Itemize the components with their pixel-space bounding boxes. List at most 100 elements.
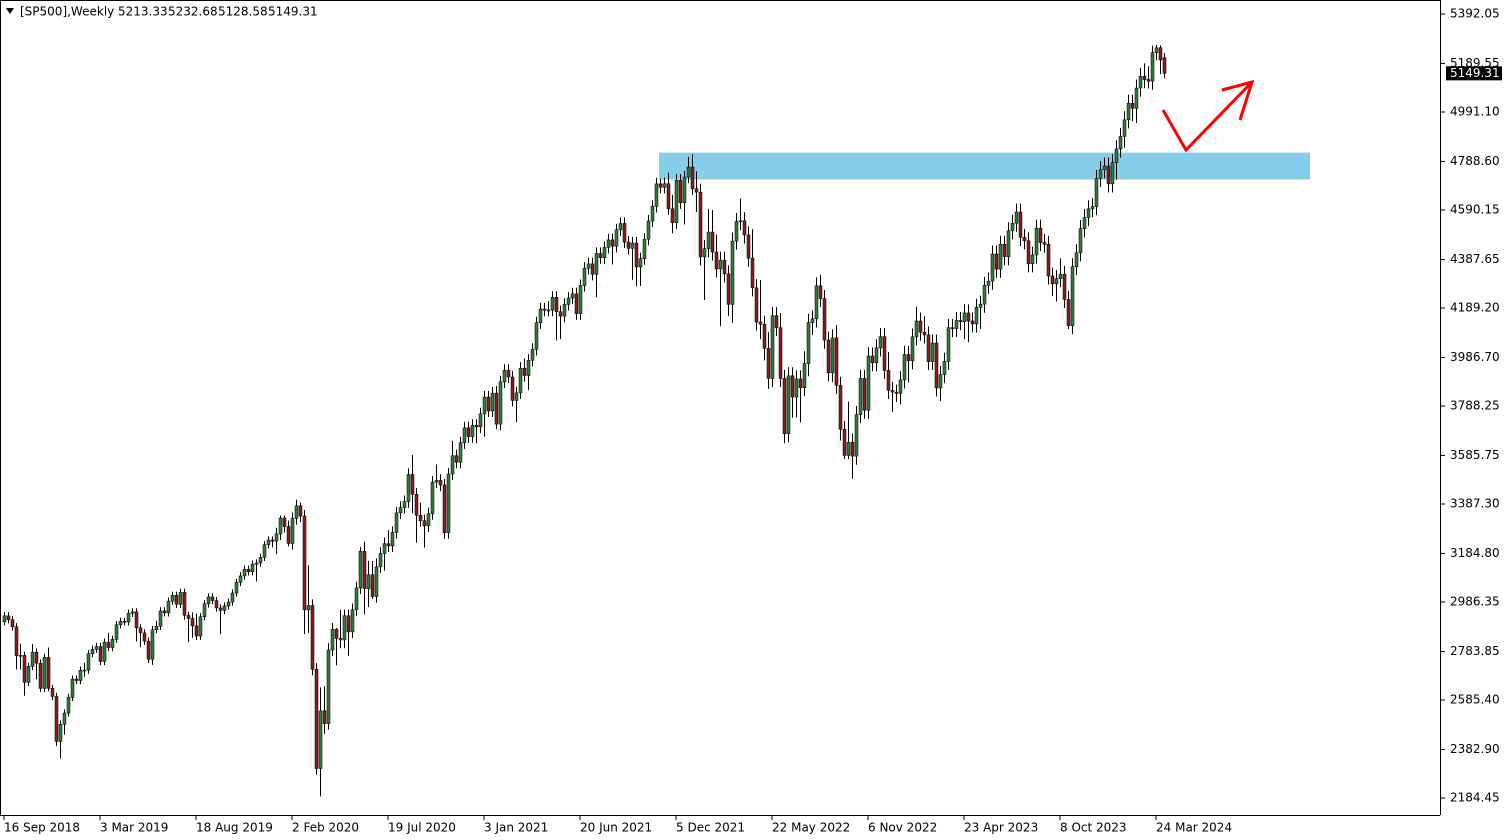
candle-body xyxy=(46,657,51,689)
axis-layer: 5392.055189.554991.104788.604590.154387.… xyxy=(3,7,1502,835)
candle-body xyxy=(1106,165,1111,185)
candle-body xyxy=(634,242,639,268)
candle-body xyxy=(802,363,807,388)
candle-body xyxy=(826,339,831,374)
x-tick-label: 3 Jan 2021 xyxy=(484,821,548,835)
candle-body xyxy=(146,640,151,660)
candle-body xyxy=(550,297,555,311)
candle-body xyxy=(178,592,183,605)
candle-body xyxy=(974,307,979,325)
candle-body xyxy=(654,183,659,207)
candle-body xyxy=(914,320,919,338)
candle-body xyxy=(1002,244,1007,257)
candle-body xyxy=(90,649,95,654)
candle-body xyxy=(30,651,35,667)
candle-body xyxy=(1082,217,1087,229)
candle-body xyxy=(466,427,471,437)
candle-body xyxy=(258,557,263,564)
candle-body xyxy=(890,390,895,393)
candle-body xyxy=(730,240,735,305)
y-tick-label: 4788.60 xyxy=(1450,154,1500,168)
candle-body xyxy=(1150,52,1155,82)
candle-body xyxy=(970,320,975,325)
candle-body xyxy=(518,367,523,394)
candle-body xyxy=(1138,76,1143,89)
candle-body xyxy=(386,543,391,547)
candle-body xyxy=(726,273,731,305)
candle-body xyxy=(350,609,355,633)
candle-body xyxy=(798,378,803,388)
candle-body xyxy=(810,318,815,323)
candle-body xyxy=(1098,169,1103,179)
candle-body xyxy=(762,323,767,349)
candle-body xyxy=(142,632,147,642)
candle-body xyxy=(158,610,163,627)
candle-body xyxy=(366,574,371,589)
candle-body xyxy=(222,605,227,611)
x-tick-label: 18 Aug 2019 xyxy=(196,821,273,835)
candle-body xyxy=(342,615,347,641)
header-open: 5213.33 xyxy=(118,5,168,19)
candle-body xyxy=(22,655,27,683)
candle-body xyxy=(358,550,363,589)
candle-body xyxy=(250,563,255,573)
candle-body xyxy=(742,220,747,236)
candle-body xyxy=(1034,227,1039,256)
candle-body xyxy=(962,312,967,322)
candle-body xyxy=(290,518,295,544)
candle-body xyxy=(554,297,559,312)
candle-body xyxy=(478,413,483,428)
candle-body xyxy=(854,414,859,457)
candle-body xyxy=(2,615,7,623)
candle-body xyxy=(194,625,199,637)
candle-body xyxy=(918,320,923,333)
candle-body xyxy=(14,626,19,656)
candle-body xyxy=(426,513,431,527)
candle-body xyxy=(750,257,755,289)
candle-body xyxy=(78,670,83,681)
candle-body xyxy=(150,629,155,660)
candle-body xyxy=(1162,57,1167,74)
candle-body xyxy=(118,621,123,626)
candle-body xyxy=(758,321,763,325)
candle-body xyxy=(454,455,459,463)
candle-body xyxy=(282,517,287,527)
candle-body xyxy=(1086,208,1091,218)
candle-body xyxy=(1126,102,1131,121)
candle-body xyxy=(778,327,783,379)
y-tick-label: 5392.05 xyxy=(1450,7,1500,21)
candle-body xyxy=(850,441,855,457)
candle-body xyxy=(186,615,191,619)
candle-body xyxy=(946,327,951,362)
candle-body xyxy=(922,331,927,336)
candle-body xyxy=(370,574,375,597)
candle-body xyxy=(458,442,463,463)
candle-body xyxy=(406,474,411,502)
candle-body xyxy=(1142,76,1147,80)
candle-body xyxy=(982,285,987,305)
candle-body xyxy=(670,208,675,223)
candle-body xyxy=(786,375,791,434)
candle-body xyxy=(310,605,315,670)
candle-body xyxy=(1038,227,1043,243)
candle-body xyxy=(1022,237,1027,242)
support-zone xyxy=(659,152,1310,180)
x-tick-label: 22 May 2022 xyxy=(772,821,850,835)
candle-body xyxy=(410,474,415,495)
candle-body xyxy=(618,223,623,231)
candle-body xyxy=(106,641,111,648)
candle-body xyxy=(114,624,119,640)
candle-body xyxy=(994,253,999,270)
candle-body xyxy=(610,239,615,247)
candle-body xyxy=(422,520,427,527)
candle-body xyxy=(482,396,487,415)
candle-body xyxy=(198,616,203,637)
y-tick-label: 4387.65 xyxy=(1450,252,1500,266)
candle-body xyxy=(382,543,387,554)
candle-body xyxy=(130,611,135,614)
header-low: 5128.58 xyxy=(218,5,268,19)
candle-body xyxy=(38,662,43,689)
candle-body xyxy=(70,678,75,698)
candle-body xyxy=(602,247,607,258)
